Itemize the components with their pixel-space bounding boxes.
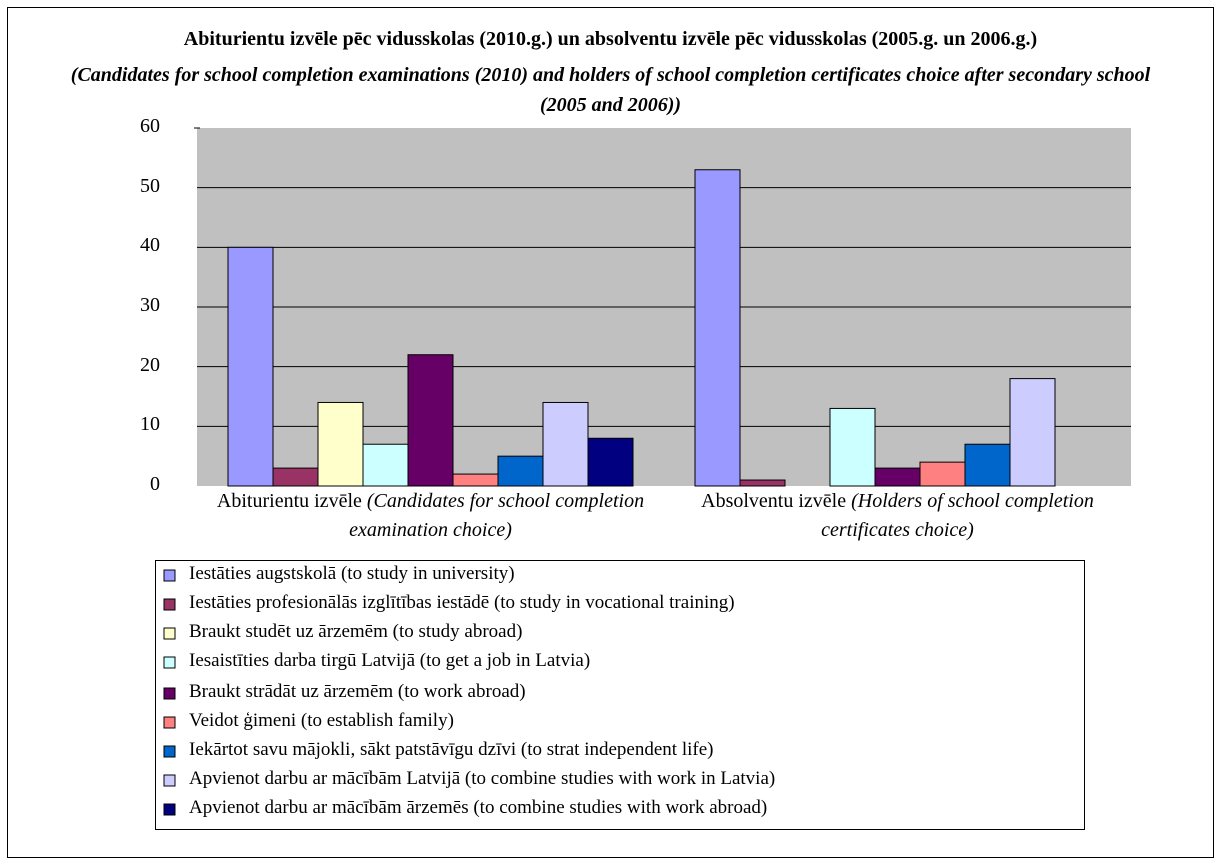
legend-swatch [163,745,176,758]
legend-swatch [163,803,176,816]
bar [227,246,274,487]
legend-label: Iesaistīties darba tirgū Latvijā (to get… [189,650,591,671]
bar [497,455,544,487]
bar [694,169,741,487]
legend-swatch [163,687,176,700]
legend-label: Apvienot darbu ar mācībām ārzemēs (to co… [189,797,768,818]
x-tick-label: Absolventu izvēle (Holders of school com… [701,490,1094,541]
legend-label: Iekārtot savu mājokli, sākt patstāvīgu d… [189,739,714,760]
legend-swatch [163,569,176,582]
y-tick-label: 40 [140,234,160,257]
legend-swatch [163,598,176,611]
bar [362,443,409,487]
y-tick-label: 30 [140,294,160,316]
bar [452,473,499,487]
y-tick-label: 0 [150,473,160,495]
y-tick-label: 50 [140,174,160,197]
legend-swatch [163,627,176,640]
legend-swatch [163,656,176,669]
legend-swatch [163,716,176,729]
legend-label: Iestāties profesionālās izglītības iestā… [189,592,735,613]
legend-swatch [163,774,176,787]
bar [407,354,454,487]
legend-label: Apvienot darbu ar mācībām Latvijā (to co… [189,768,776,789]
legend-label: Braukt studēt uz ārzemēm (to study abroa… [189,621,523,642]
y-tick-label: 60 [140,115,160,137]
frame [7,7,1214,858]
bar [874,467,921,487]
bar [587,437,634,487]
chart-title: Abiturientu izvēle pēc vidusskolas (2010… [183,28,1038,50]
legend [155,560,1085,830]
bar [272,467,319,487]
legend-label: Veidot ģimeni (to establish family) [189,710,454,731]
bar [919,461,966,487]
bar [1009,378,1056,487]
bar [964,443,1011,487]
x-tick-label: Abiturientu izvēle (Candidates for schoo… [216,490,645,541]
bar [739,479,786,487]
bar [542,401,589,487]
legend-label: Iestāties augstskolā (to study in univer… [189,563,515,584]
y-tick-label: 10 [140,413,160,436]
y-tick-label: 20 [140,353,160,376]
chart-subtitle: (Candidates for school completion examin… [70,64,1151,116]
bar [829,407,876,487]
bar [317,401,364,487]
legend-label: Braukt strādāt uz ārzemēm (to work abroa… [189,681,526,702]
